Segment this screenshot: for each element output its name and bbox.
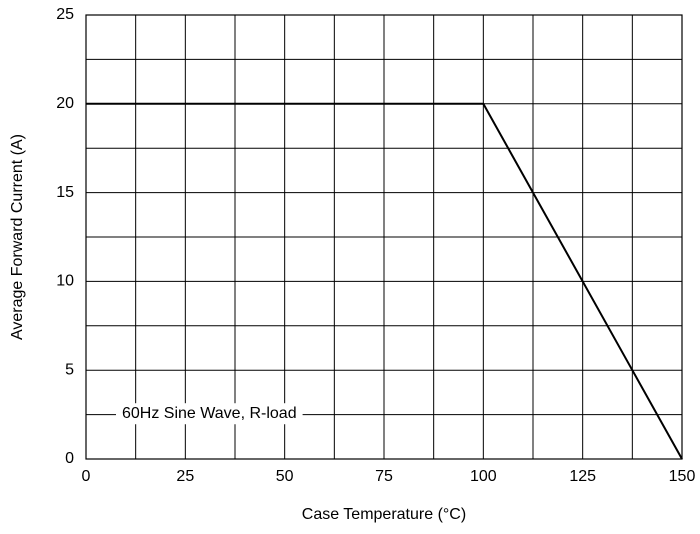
annotation-label: 60Hz Sine Wave, R-load (122, 405, 297, 422)
y-tick-label: 5 (65, 361, 74, 378)
x-tick-label: 25 (176, 468, 194, 485)
y-tick-labels: 0 5 10 15 20 25 (56, 6, 74, 467)
y-tick-label: 0 (65, 450, 74, 467)
x-tick-label: 75 (375, 468, 393, 485)
y-tick-label: 25 (56, 6, 74, 23)
y-tick-label: 15 (56, 184, 74, 201)
annotation: 60Hz Sine Wave, R-load (116, 403, 303, 425)
y-axis-label: Average Forward Current (A) (9, 134, 26, 340)
x-axis-label: Case Temperature (°C) (302, 506, 466, 523)
y-tick-label: 10 (56, 273, 74, 290)
x-tick-label: 0 (82, 468, 91, 485)
y-tick-label: 20 (56, 95, 74, 112)
x-tick-label: 50 (276, 468, 294, 485)
x-tick-label: 100 (470, 468, 497, 485)
series-line (86, 102, 683, 460)
series (86, 102, 683, 460)
x-tick-label: 125 (569, 468, 596, 485)
annotation-background (116, 403, 303, 425)
plot-frame (85, 14, 683, 460)
x-tick-label: 150 (669, 468, 696, 485)
grid (86, 15, 682, 459)
x-tick-labels: 0 25 50 75 100 125 150 (82, 468, 696, 485)
